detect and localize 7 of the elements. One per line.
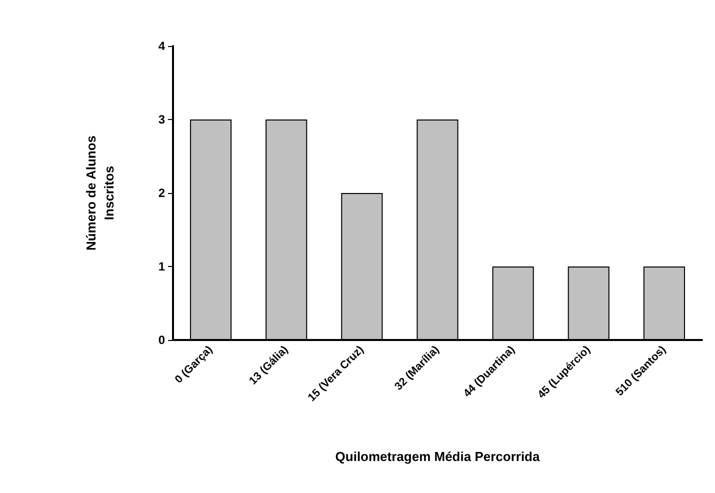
y-tick-label: 3 [158, 112, 166, 126]
y-tick-label: 0 [158, 333, 166, 347]
y-tick-label: 2 [158, 186, 166, 200]
x-axis-title: Quilometragem Média Percorrida [335, 449, 540, 464]
y-tick-label: 4 [158, 39, 166, 53]
y-tick-label: 1 [158, 260, 166, 274]
y-axis-title: Número de Alunos Inscritos [84, 135, 116, 251]
